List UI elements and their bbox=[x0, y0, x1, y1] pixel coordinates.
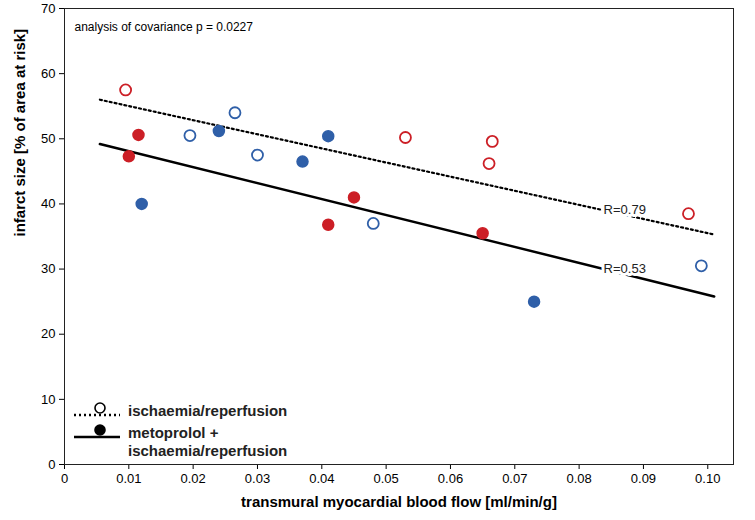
svg-text:transmural myocardial blood fl: transmural myocardial blood flow [ml/min… bbox=[241, 493, 557, 510]
svg-text:60: 60 bbox=[41, 66, 55, 81]
svg-text:0.10: 0.10 bbox=[695, 471, 720, 486]
svg-text:70: 70 bbox=[41, 1, 55, 16]
svg-text:30: 30 bbox=[41, 261, 55, 276]
svg-text:0: 0 bbox=[48, 457, 55, 472]
html-text:metoprolol + ischaemia/reperfu: metoprolol + ischaemia/reperfusion bbox=[128, 424, 288, 459]
svg-text:10: 10 bbox=[41, 392, 55, 407]
svg-text:0.03: 0.03 bbox=[245, 471, 270, 486]
svg-text:0.02: 0.02 bbox=[180, 471, 205, 486]
svg-text:0.05: 0.05 bbox=[373, 471, 398, 486]
svg-text:infarct size [% of area at ris: infarct size [% of area at risk] bbox=[11, 29, 28, 237]
svg-text:R=0.53: R=0.53 bbox=[604, 261, 646, 276]
svg-text:40: 40 bbox=[41, 196, 55, 211]
svg-text:analysis of covariance p = 0.0: analysis of covariance p = 0.0227 bbox=[75, 20, 254, 34]
svg-text:50: 50 bbox=[41, 131, 55, 146]
svg-text:0.01: 0.01 bbox=[116, 471, 141, 486]
svg-text:0.07: 0.07 bbox=[502, 471, 527, 486]
svg-text:0.08: 0.08 bbox=[566, 471, 591, 486]
html-text:ischaemia/reperfusion: ischaemia/reperfusion bbox=[128, 402, 288, 419]
svg-text:20: 20 bbox=[41, 326, 55, 341]
svg-text:0: 0 bbox=[61, 471, 68, 486]
svg-text:0.09: 0.09 bbox=[631, 471, 656, 486]
svg-text:0.06: 0.06 bbox=[438, 471, 463, 486]
svg-text:R=0.79: R=0.79 bbox=[604, 202, 646, 217]
svg-text:0.04: 0.04 bbox=[309, 471, 334, 486]
